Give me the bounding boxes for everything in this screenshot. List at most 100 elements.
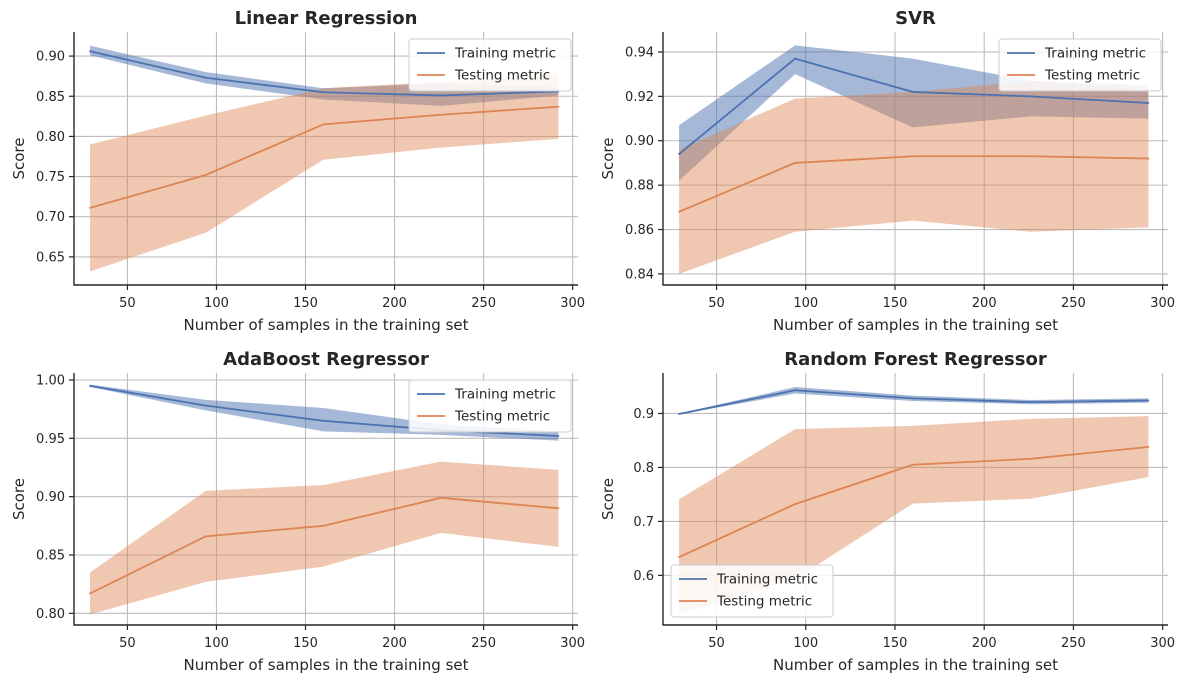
x-tick-label: 200 bbox=[972, 636, 997, 651]
y-tick-label: 0.70 bbox=[36, 210, 65, 225]
data-point bbox=[439, 496, 442, 499]
y-tick-label: 0.80 bbox=[36, 130, 65, 145]
y-tick-label: 0.90 bbox=[625, 134, 654, 149]
data-point bbox=[89, 592, 91, 595]
data-point bbox=[678, 210, 680, 213]
data-point bbox=[439, 94, 442, 97]
y-tick-label: 0.85 bbox=[36, 549, 65, 564]
legend-label: Training metric bbox=[454, 46, 556, 62]
confidence-band-testing bbox=[90, 74, 559, 272]
legend-frame bbox=[670, 564, 834, 618]
data-point bbox=[1147, 399, 1150, 402]
subplot-title: AdaBoost Regressor bbox=[223, 349, 429, 370]
x-axis-label: Number of samples in the training set bbox=[184, 656, 469, 674]
data-point bbox=[439, 113, 442, 116]
x-tick-label: 250 bbox=[471, 636, 496, 651]
data-point bbox=[557, 507, 560, 510]
legend-label: Training metric bbox=[454, 387, 556, 403]
gridlines bbox=[74, 32, 578, 285]
legend-frame bbox=[998, 38, 1162, 92]
data-point bbox=[204, 535, 207, 538]
x-axis-label: Number of samples in the training set bbox=[773, 316, 1058, 334]
data-point bbox=[794, 57, 796, 60]
x-tick-label: 200 bbox=[972, 296, 997, 311]
y-tick-label: 0.75 bbox=[36, 170, 65, 185]
legend: Training metric Testing metric bbox=[408, 379, 572, 433]
x-tick-label: 250 bbox=[1061, 296, 1086, 311]
x-tick-label: 250 bbox=[1061, 636, 1086, 651]
y-tick-label: 0.6 bbox=[633, 569, 654, 584]
legend: Training metric Testing metric bbox=[408, 38, 572, 92]
data-point bbox=[89, 384, 91, 387]
legend-label: Testing metric bbox=[1044, 68, 1140, 84]
confidence-band-training bbox=[679, 45, 1149, 181]
legend-label: Testing metric bbox=[454, 409, 550, 425]
subplot-1: 50 100 150 200 250 300 0.65 0.70 0.75 0.80 0.85 0.9… bbox=[10, 8, 585, 334]
data-point bbox=[678, 153, 680, 155]
y-tick-label: 0.65 bbox=[36, 250, 65, 265]
y-tick-label: 0.92 bbox=[625, 90, 654, 105]
y-tick-label: 0.88 bbox=[625, 179, 654, 194]
data-point bbox=[557, 105, 560, 108]
data-point bbox=[1147, 157, 1150, 160]
y-tick-label: 0.8 bbox=[633, 461, 654, 476]
data-point bbox=[1029, 457, 1032, 460]
x-tick-label: 300 bbox=[560, 296, 585, 311]
legend-frame bbox=[408, 38, 572, 92]
x-tick-label: 300 bbox=[1150, 296, 1175, 311]
data-point bbox=[322, 524, 325, 527]
data-point bbox=[911, 397, 914, 400]
y-tick-label: 0.94 bbox=[625, 45, 654, 60]
confidence-band-testing bbox=[90, 461, 559, 615]
confidence-band-training bbox=[679, 387, 1149, 415]
y-tick-label: 0.84 bbox=[625, 267, 654, 282]
y-tick-label: 0.86 bbox=[625, 223, 654, 238]
subplot-title: Random Forest Regressor bbox=[784, 349, 1047, 370]
data-point bbox=[1029, 401, 1032, 404]
x-tick-label: 50 bbox=[708, 296, 725, 311]
x-tick-label: 300 bbox=[560, 636, 585, 651]
data-point bbox=[678, 413, 680, 415]
y-axis-label: Score bbox=[10, 478, 28, 520]
data-point bbox=[322, 123, 325, 126]
data-point bbox=[911, 155, 914, 158]
x-tick-label: 300 bbox=[1150, 636, 1175, 651]
x-tick-label: 100 bbox=[204, 636, 229, 651]
y-axis-label: Score bbox=[10, 137, 28, 179]
x-tick-label: 100 bbox=[204, 296, 229, 311]
y-tick-label: 1.00 bbox=[36, 374, 65, 389]
data-point bbox=[204, 76, 207, 79]
x-tick-label: 100 bbox=[793, 636, 818, 651]
subplot-title: Linear Regression bbox=[235, 8, 418, 29]
subplot-2: 50 100 150 200 250 300 0.84 0.86 0.88 0.90 0.92 0.9… bbox=[599, 8, 1175, 334]
data-point bbox=[1147, 446, 1150, 448]
data-point bbox=[204, 404, 207, 407]
data-point bbox=[794, 389, 796, 392]
x-tick-label: 250 bbox=[471, 296, 496, 311]
data-point bbox=[322, 91, 325, 94]
subplot-title: SVR bbox=[895, 8, 936, 29]
x-tick-label: 50 bbox=[708, 636, 725, 651]
y-tick-label: 0.80 bbox=[36, 607, 65, 622]
data-point bbox=[1147, 102, 1150, 104]
data-point bbox=[89, 206, 91, 209]
x-tick-label: 50 bbox=[119, 296, 136, 311]
data-point bbox=[204, 174, 207, 176]
x-tick-label: 50 bbox=[119, 636, 136, 651]
x-axis-label: Number of samples in the training set bbox=[773, 656, 1058, 674]
y-tick-label: 0.95 bbox=[36, 432, 65, 447]
y-axis-label: Score bbox=[599, 478, 617, 520]
confidence-band-testing bbox=[679, 80, 1149, 274]
y-tick-label: 0.85 bbox=[36, 90, 65, 105]
data-point bbox=[678, 556, 680, 558]
data-point bbox=[89, 50, 91, 53]
legend-frame bbox=[408, 379, 572, 433]
x-tick-label: 150 bbox=[293, 636, 318, 651]
data-point bbox=[1029, 95, 1032, 98]
x-tick-label: 200 bbox=[382, 296, 407, 311]
y-tick-label: 0.7 bbox=[633, 515, 654, 530]
subplot-3: 50 100 150 200 250 300 0.80 0.85 0.90 0.95 1.00 Ada… bbox=[10, 349, 585, 674]
x-tick-label: 200 bbox=[382, 636, 407, 651]
data-point bbox=[794, 162, 796, 164]
y-tick-label: 0.90 bbox=[36, 490, 65, 505]
